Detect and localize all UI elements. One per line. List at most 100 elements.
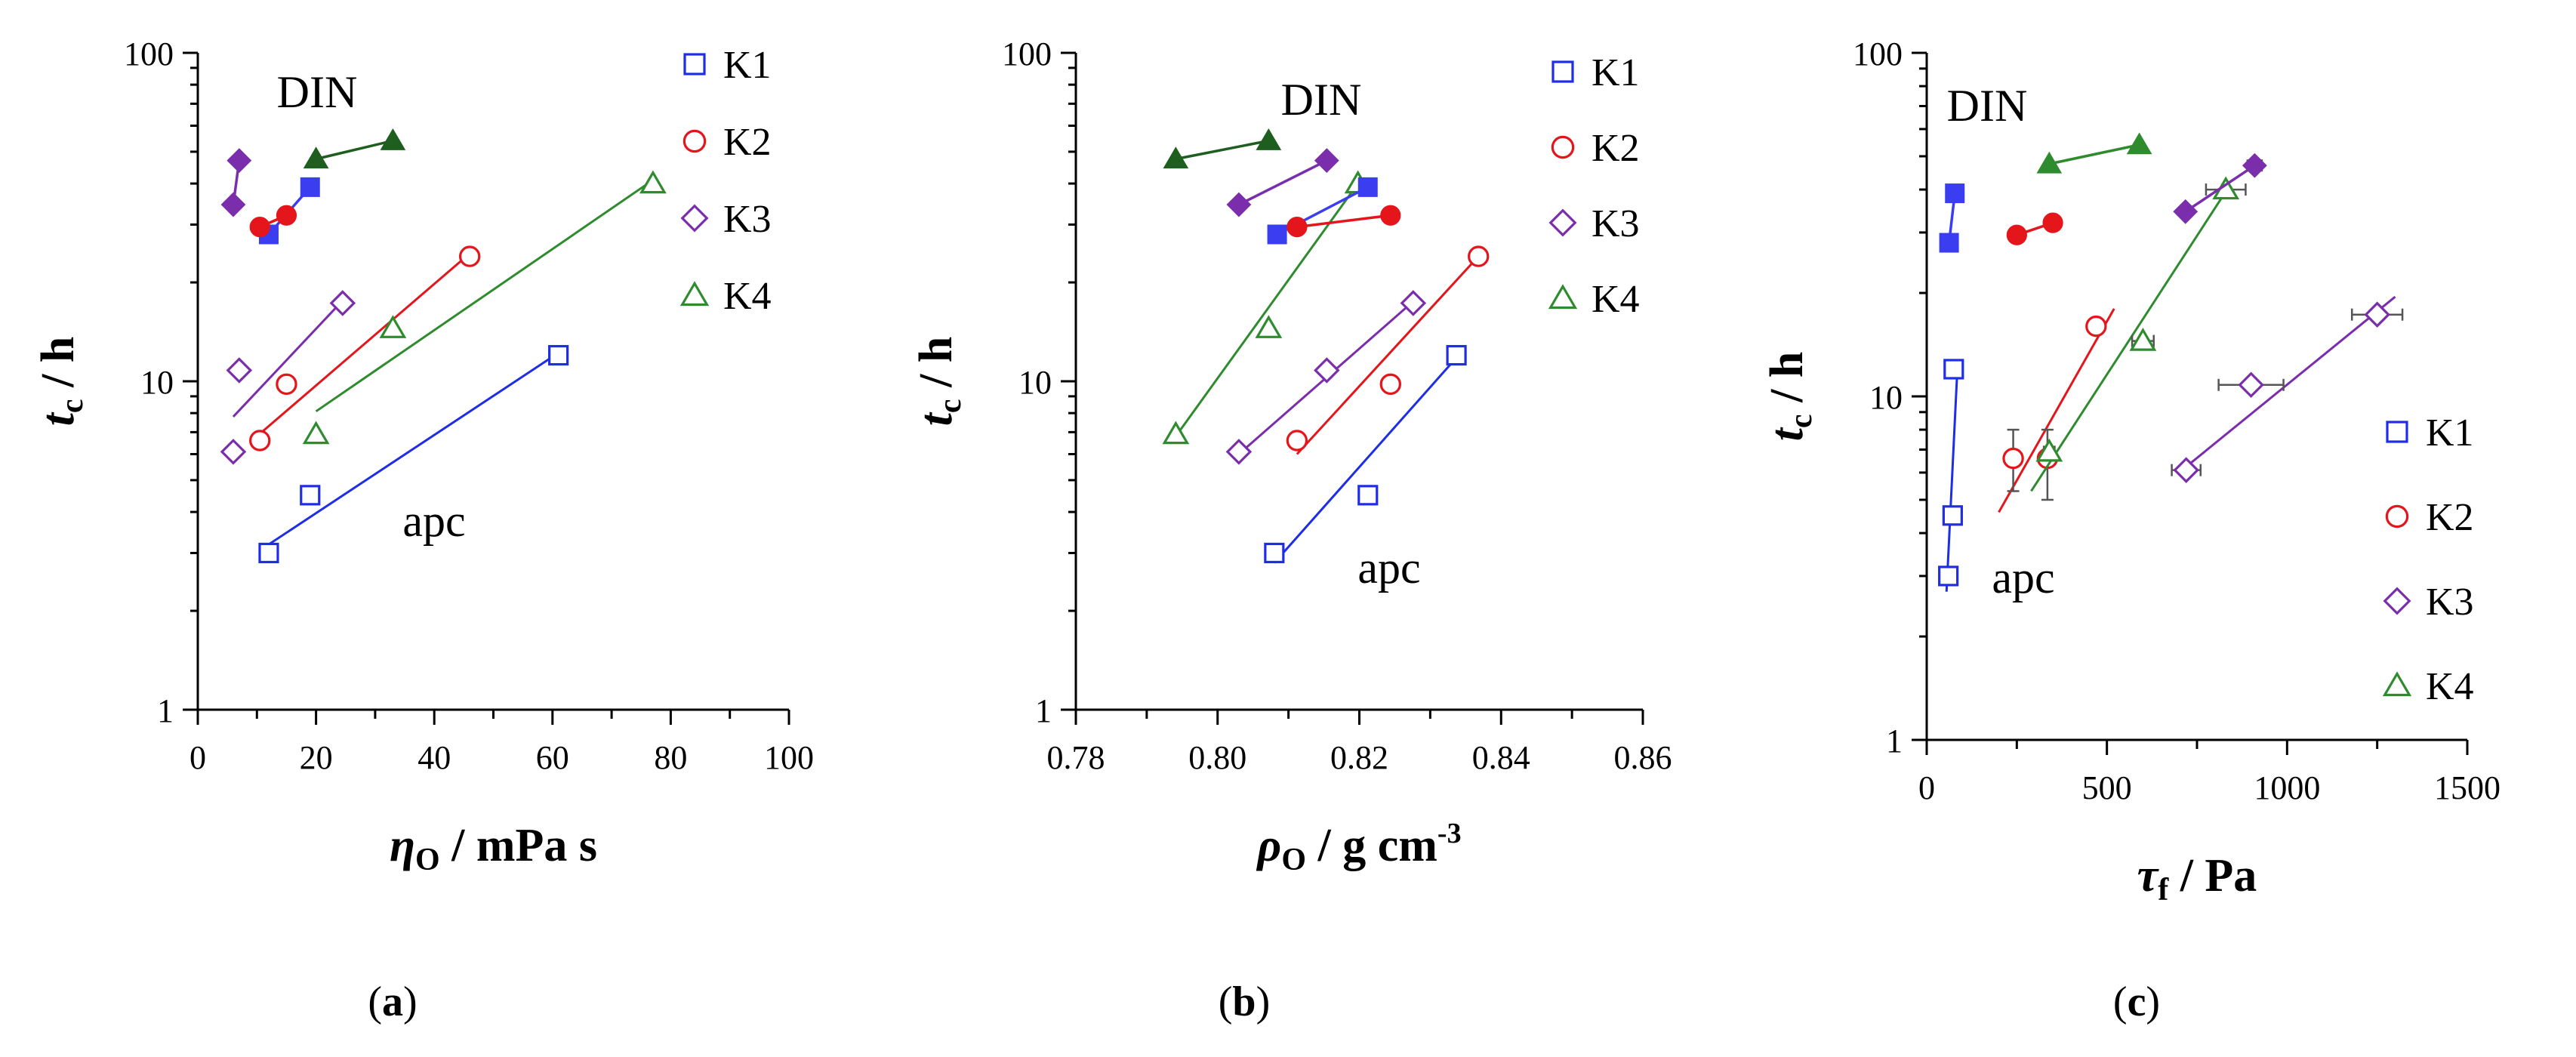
legend-label-k3: K3 [1592, 202, 1640, 245]
x-axis-label: τf / Pa [2137, 850, 2257, 908]
legend-marker-k4 [1548, 284, 1578, 310]
data-point [639, 170, 667, 194]
data-point [1380, 205, 1401, 226]
legend: K1 K2 K3 K4 [679, 44, 772, 318]
data-point [1226, 192, 1252, 217]
annotation-apc: apc [1357, 543, 1420, 593]
x-tick-label: 100 [764, 739, 814, 776]
annotation-din: DIN [1281, 75, 1362, 125]
legend-marker-k1 [2386, 421, 2408, 443]
x-tick-label: 20 [300, 739, 333, 776]
data-point [1379, 373, 1402, 396]
data-point [1938, 565, 1959, 587]
data-point [1939, 233, 1959, 253]
data-point [1286, 217, 1308, 238]
trendline [232, 296, 347, 418]
annotation-din: DIN [277, 67, 358, 117]
data-point [1314, 148, 1339, 174]
series-k3-apc [220, 290, 356, 465]
data-point [2002, 447, 2024, 470]
data-point [226, 357, 253, 384]
data-point [2173, 199, 2199, 224]
series-k2-apc [1998, 308, 2115, 513]
data-point [1255, 315, 1283, 338]
data-point [220, 192, 246, 217]
series-k4-apc [302, 170, 667, 445]
data-point [379, 315, 407, 338]
trendline [262, 352, 559, 550]
trendline [2030, 185, 2231, 492]
series-k3-din [2173, 153, 2267, 224]
x-tick-label: 1500 [2434, 769, 2501, 806]
data-point [220, 439, 247, 465]
legend-marker-k4 [679, 281, 710, 307]
y-axis-label: tc / h [32, 337, 90, 427]
chart-panel-1: 1 10 100 0 20 40 60 80 100 ηO / mPa s tc / h DIN apc… [32, 35, 814, 1025]
data-point [380, 128, 406, 150]
connector-line [1296, 214, 1391, 229]
legend-label-k2: K2 [723, 121, 772, 164]
x-tick-label: 0 [190, 739, 206, 776]
annotation-din: DIN [1947, 81, 2028, 131]
x-tick-label: 1000 [2254, 769, 2320, 806]
trendline [256, 252, 471, 437]
legend-label-k1: K1 [1592, 51, 1640, 94]
data-point [2238, 371, 2264, 399]
data-point [276, 205, 297, 226]
series-k3-apc [2171, 295, 2404, 483]
data-point [2036, 151, 2063, 174]
series-k1-apc [1938, 359, 1964, 592]
trendline [2178, 295, 2396, 474]
legend-marker-k2 [683, 129, 707, 153]
data-point [2364, 301, 2390, 328]
legend-marker-k2 [1551, 135, 1575, 159]
y-tick-label: 10 [1018, 364, 1052, 401]
x-tick-label: 0 [1918, 769, 1935, 806]
x-tick-label: 0.80 [1188, 739, 1246, 776]
y-axis-label: tc / h [1761, 352, 1819, 442]
data-point [2242, 153, 2267, 178]
legend-marker-k4 [2382, 671, 2412, 697]
series-k4-apc [2030, 176, 2247, 492]
data-point [249, 217, 270, 238]
legend-label-k4: K4 [2426, 665, 2474, 708]
series-k2-apc [1286, 245, 1490, 455]
series-k3-din [220, 148, 252, 217]
data-point [226, 148, 252, 174]
series-k2-din [2006, 212, 2063, 245]
series-k2-apc [249, 245, 481, 451]
legend-label-k4: K4 [1592, 278, 1640, 321]
legend-marker-k3 [680, 204, 709, 233]
data-point [2035, 438, 2063, 462]
series-k3-din [1226, 148, 1339, 217]
panel-label: (b) [1219, 978, 1270, 1025]
legend-label-k3: K3 [723, 198, 772, 241]
data-point [1286, 430, 1308, 451]
data-point [303, 146, 329, 169]
y-tick-label: 100 [124, 35, 174, 72]
legend: K1 K2 K3 K4 [1548, 51, 1640, 321]
data-point [1357, 177, 1378, 197]
series-k1-din [1939, 183, 1965, 253]
legend: K1 K2 K3 K4 [2382, 411, 2474, 708]
data-point [1446, 344, 1467, 366]
y-tick-label: 1 [1035, 692, 1052, 729]
data-point [1357, 485, 1379, 506]
trendline [1998, 308, 2115, 513]
y-tick-label: 10 [1869, 379, 1903, 416]
legend-label-k4: K4 [723, 275, 772, 318]
x-tick-label: 0.84 [1472, 739, 1530, 776]
chart-panel-2: 1 10 100 0.78 0.80 0.82 0.84 0.86 ρO / g cm-3 tc … [911, 35, 1672, 1025]
x-tick-label: 500 [2082, 769, 2132, 806]
data-point [1264, 542, 1285, 564]
data-point [1256, 128, 1282, 150]
legend-label-k1: K1 [2426, 411, 2474, 455]
legend-label-k2: K2 [2426, 496, 2474, 539]
legend-label-k1: K1 [723, 44, 772, 87]
data-point [1163, 146, 1189, 169]
data-point [258, 542, 279, 564]
series-k4-apc [1162, 170, 1372, 445]
data-point [458, 245, 481, 267]
data-point [548, 344, 569, 366]
